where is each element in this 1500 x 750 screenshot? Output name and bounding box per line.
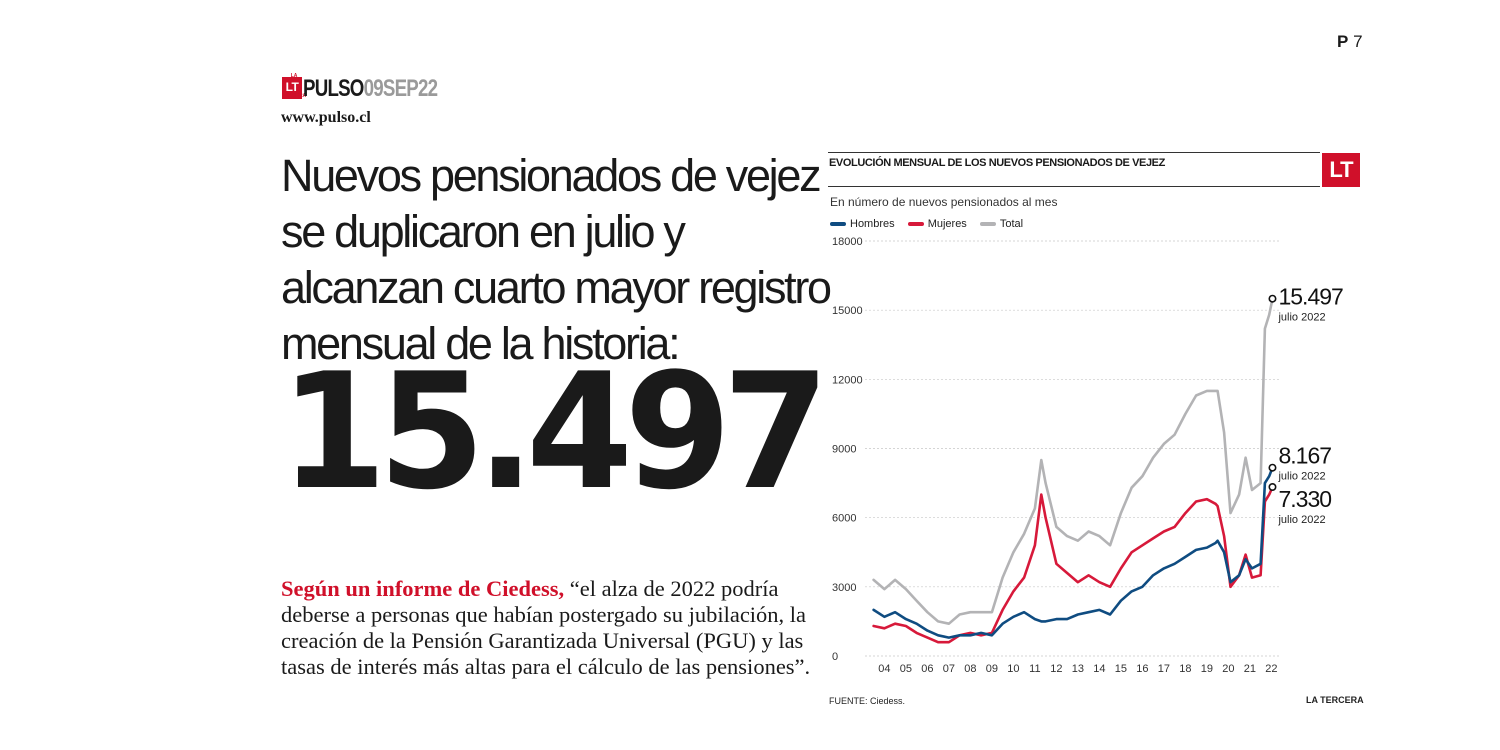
x-tick-label: 06 bbox=[921, 663, 933, 675]
endpoint-marker bbox=[1268, 463, 1277, 472]
x-tick-label: 10 bbox=[1007, 663, 1019, 675]
legend-swatch-total bbox=[979, 222, 996, 227]
x-tick-label: 21 bbox=[1244, 663, 1256, 675]
y-tick-label: 9000 bbox=[832, 444, 856, 456]
website-link[interactable]: www.pulso.cl bbox=[281, 109, 371, 126]
legend-item-total: Total bbox=[979, 218, 1024, 230]
y-tick-label: 0 bbox=[832, 651, 838, 663]
annotation-label: julio 2022 bbox=[1277, 514, 1325, 526]
legend-swatch-mujeres bbox=[907, 222, 924, 227]
y-tick-label: 18000 bbox=[832, 236, 863, 248]
annotation-value: 8.167 bbox=[1278, 443, 1331, 469]
logo-text: LT bbox=[285, 80, 299, 94]
section-masthead: PULSO09SEP22 bbox=[303, 75, 438, 103]
y-tick-label: 3000 bbox=[832, 582, 856, 594]
y-tick-label: 6000 bbox=[832, 513, 856, 525]
section-name: PULSO bbox=[303, 75, 364, 102]
body-paragraph: Según un informe de Ciedess, “el alza de… bbox=[281, 576, 816, 680]
body-lead: Según un informe de Ciedess, bbox=[281, 576, 565, 601]
body-quote: “el alza de 2022 podría deberse a person… bbox=[281, 576, 811, 679]
x-tick-label: 16 bbox=[1136, 663, 1148, 675]
x-tick-label: 22 bbox=[1265, 663, 1277, 675]
series-line-hombres bbox=[872, 466, 1274, 639]
headline: Nuevos pensionados de vejez se duplicaro… bbox=[281, 150, 832, 369]
issue-date: 09SEP22 bbox=[363, 75, 438, 102]
chart-subtitle: En número de nuevos pensionados al mes bbox=[830, 195, 1058, 209]
x-tick-label: 17 bbox=[1158, 663, 1170, 675]
page-letter: P bbox=[1337, 32, 1349, 51]
legend-label-total: Total bbox=[999, 218, 1024, 230]
y-tick-label: 12000 bbox=[832, 374, 863, 386]
legend-label-hombres: Hombres bbox=[850, 218, 895, 230]
y-tick-label: 15000 bbox=[832, 305, 863, 317]
x-tick-label: 19 bbox=[1201, 663, 1213, 675]
legend-swatch-hombres bbox=[830, 222, 846, 227]
chart-top-rule bbox=[828, 152, 1320, 153]
endpoint-marker bbox=[1268, 483, 1277, 492]
x-tick-label: 07 bbox=[943, 663, 955, 675]
legend-item-mujeres: Mujeres bbox=[907, 218, 967, 230]
logo-subtext: LA TERCERA bbox=[282, 73, 307, 99]
annotation-label: julio 2022 bbox=[1277, 312, 1325, 324]
legend-label-mujeres: Mujeres bbox=[927, 218, 967, 230]
x-tick-label: 11 bbox=[1029, 663, 1040, 675]
annotation-value: 7.330 bbox=[1278, 486, 1331, 512]
annotation-value: 15.497 bbox=[1278, 284, 1343, 310]
x-tick-label: 14 bbox=[1093, 663, 1105, 675]
chart-title-rule bbox=[828, 186, 1320, 187]
x-tick-label: 05 bbox=[900, 663, 912, 675]
x-tick-label: 18 bbox=[1179, 663, 1191, 675]
page-number: P 7 bbox=[1337, 32, 1363, 52]
x-tick-label: 08 bbox=[964, 663, 976, 675]
chart-source: FUENTE: Ciedess. bbox=[829, 696, 906, 706]
x-tick-label: 13 bbox=[1072, 663, 1084, 675]
x-tick-label: 20 bbox=[1222, 663, 1234, 675]
x-tick-label: 04 bbox=[878, 663, 890, 675]
annotation-label: julio 2022 bbox=[1277, 471, 1325, 483]
x-tick-label: 12 bbox=[1050, 663, 1062, 675]
chart-brand: LA TERCERA bbox=[1306, 695, 1364, 705]
chart-logo: LT bbox=[1322, 153, 1360, 187]
x-tick-label: 09 bbox=[986, 663, 998, 675]
la-tercera-logo: LT LA TERCERA bbox=[282, 73, 306, 99]
legend-item-hombres: Hombres bbox=[830, 218, 895, 230]
line-chart: 18000 15000 12000 9000 6000 3000 0 04 05 06 07 08 09… bbox=[832, 236, 1344, 675]
chart-legend: Hombres Mujeres Total bbox=[830, 218, 1033, 230]
endpoint-marker bbox=[1268, 294, 1277, 303]
x-tick-label: 15 bbox=[1115, 663, 1127, 675]
series-line-total bbox=[872, 297, 1274, 626]
big-number: 15.497 bbox=[280, 338, 830, 525]
page-number-value: 7 bbox=[1353, 32, 1363, 51]
chart-title: EVOLUCIÓN MENSUAL DE LOS NUEVOS PENSIONA… bbox=[829, 157, 1165, 169]
